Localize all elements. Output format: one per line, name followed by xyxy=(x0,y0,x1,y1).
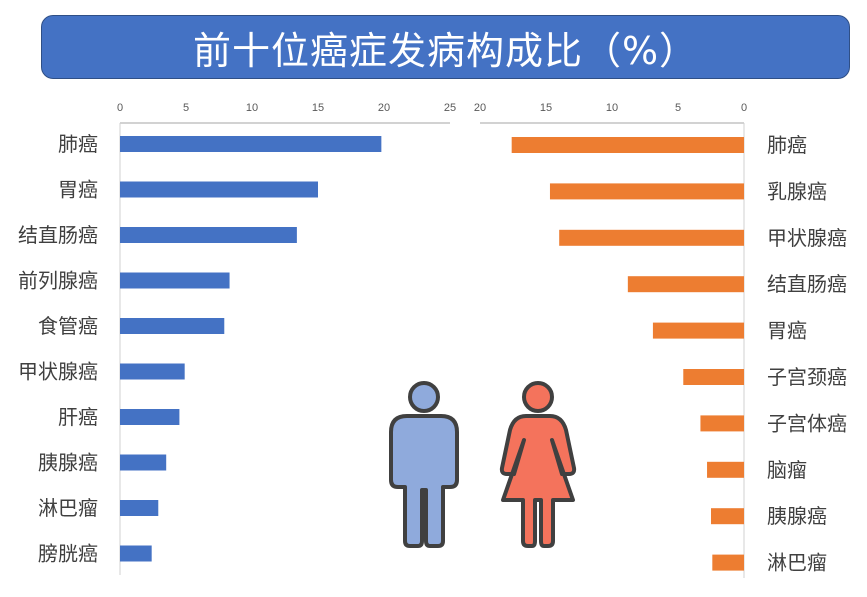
female-bar xyxy=(511,137,744,153)
male-x-tick-label: 10 xyxy=(246,102,258,114)
male-bar xyxy=(120,545,152,562)
female-bar xyxy=(711,508,744,525)
male-bar xyxy=(120,454,167,471)
male-x-tick-label: 25 xyxy=(444,102,456,114)
male-category-label: 胰腺癌 xyxy=(38,451,98,475)
female-bar xyxy=(549,183,744,200)
female-category-label: 淋巴瘤 xyxy=(767,551,827,575)
female-x-tick-label: 5 xyxy=(675,102,681,114)
male-x-tick-label: 20 xyxy=(378,102,390,114)
female-bar xyxy=(652,322,744,339)
female-bar xyxy=(707,461,744,478)
male-x-tick-label: 5 xyxy=(183,102,189,114)
female-bar xyxy=(559,229,744,246)
male-bar xyxy=(120,227,297,243)
male-bar xyxy=(120,272,230,289)
male-category-label: 肝癌 xyxy=(58,405,98,429)
male-bar xyxy=(120,409,180,425)
male-x-tick-label: 0 xyxy=(117,102,123,114)
female-category-label: 胃癌 xyxy=(767,319,807,343)
male-category-label: 甲状腺癌 xyxy=(18,360,98,384)
female-bar xyxy=(700,415,744,432)
man-icon xyxy=(389,381,459,548)
male-category-label: 膀胱癌 xyxy=(38,542,98,566)
male-category-label: 前列腺癌 xyxy=(18,269,98,293)
male-bar xyxy=(120,181,318,198)
female-category-label: 脑瘤 xyxy=(767,458,807,482)
female-category-label: 子宫体癌 xyxy=(767,411,847,435)
female-category-label: 子宫颈癌 xyxy=(767,365,847,389)
female-category-label: 胰腺癌 xyxy=(767,504,827,528)
male-x-tick-label: 15 xyxy=(312,102,324,114)
male-category-label: 结直肠癌 xyxy=(18,223,98,247)
female-x-tick-label: 10 xyxy=(606,102,618,114)
female-category-label: 肺癌 xyxy=(767,133,807,157)
female-x-tick-label: 15 xyxy=(540,102,552,114)
chart-title: 前十位癌症发病构成比（%） xyxy=(192,28,699,73)
male-category-label: 食管癌 xyxy=(38,314,98,338)
female-bar xyxy=(712,554,744,571)
male-bar xyxy=(120,136,382,152)
male-bar xyxy=(120,500,159,516)
female-bar xyxy=(627,276,744,293)
female-x-tick-label: 20 xyxy=(474,102,486,114)
female-category-label: 甲状腺癌 xyxy=(767,226,847,250)
male-category-label: 肺癌 xyxy=(58,132,98,156)
woman-icon xyxy=(499,381,577,548)
female-category-label: 乳腺癌 xyxy=(767,179,827,203)
female-category-label: 结直肠癌 xyxy=(767,272,847,296)
male-bar xyxy=(120,363,185,380)
female-x-tick-label: 0 xyxy=(741,102,747,114)
male-category-label: 淋巴瘤 xyxy=(38,496,98,520)
male-bar xyxy=(120,318,225,334)
title-banner: 前十位癌症发病构成比（%） xyxy=(41,15,850,79)
male-category-label: 胃癌 xyxy=(58,178,98,202)
female-bar xyxy=(683,369,744,385)
